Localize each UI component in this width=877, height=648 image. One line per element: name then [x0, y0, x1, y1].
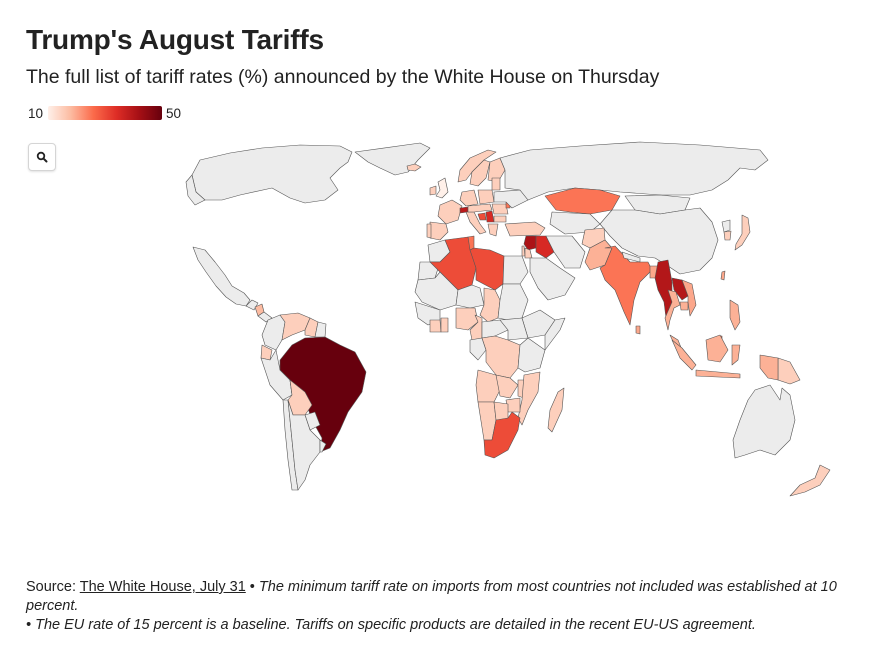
source-prefix: Source: — [26, 579, 80, 595]
country-israel[interactable]: Israel: 15% — [521, 245, 526, 257]
country-uk[interactable]: United Kingdom: 10% — [435, 177, 449, 199]
legend-gradient-bar — [48, 106, 163, 120]
legend-min-label: 10 — [28, 105, 44, 121]
country-madagascar[interactable]: Madagascar: 15% — [547, 387, 565, 433]
country-saudi-arabia[interactable] — [529, 257, 576, 301]
country-france[interactable]: European Union: 15% — [437, 199, 463, 225]
country-austria-hungary[interactable]: European Union: 15% — [467, 203, 493, 213]
country-philippines[interactable]: Philippines: 19% — [729, 299, 741, 331]
country-indonesia-java[interactable]: Indonesia: 19% — [695, 369, 741, 379]
country-japan[interactable]: Japan: 15% — [734, 214, 751, 251]
country-mexico[interactable] — [192, 246, 251, 307]
country-nigeria[interactable]: Nigeria: 15% — [455, 307, 479, 331]
country-finland[interactable]: European Union: 15% — [487, 157, 506, 183]
country-north-korea[interactable] — [721, 219, 731, 233]
search-icon — [36, 151, 48, 163]
country-iceland[interactable]: Iceland: 15% — [406, 163, 422, 172]
country-iran[interactable] — [545, 235, 586, 269]
country-greece[interactable]: European Union: 15% — [487, 223, 499, 237]
country-guyana[interactable]: Guyana: 15% — [304, 317, 319, 338]
country-sweden[interactable]: European Union: 15% — [469, 159, 491, 187]
country-east-africa[interactable] — [517, 337, 546, 373]
country-argentina[interactable] — [287, 399, 321, 491]
country-gabon-congo[interactable] — [469, 337, 487, 361]
country-cambodia[interactable]: Cambodia: 19% — [679, 301, 689, 311]
country-uruguay[interactable] — [319, 439, 327, 453]
country-russia[interactable] — [499, 141, 769, 201]
country-india[interactable]: India: 25% — [599, 245, 653, 326]
country-serbia[interactable]: Serbia: 35% — [485, 210, 495, 223]
country-papua-new-guinea[interactable]: Papua New Guinea: 15% — [777, 357, 801, 385]
country-chad[interactable]: Chad: 15% — [479, 287, 501, 323]
source-link[interactable]: The White House, July 31 — [79, 579, 246, 595]
note-eu-rate: • The EU rate of 15 percent is a baselin… — [26, 617, 756, 633]
country-portugal[interactable]: European Union: 15% — [426, 223, 432, 239]
country-indonesia-sumatra[interactable]: Indonesia: 19% — [671, 339, 697, 371]
country-bosnia[interactable]: Bosnia and Herzegovina: 30% — [477, 212, 487, 221]
country-egypt[interactable] — [502, 255, 529, 285]
country-australia[interactable] — [732, 384, 796, 459]
country-sri-lanka[interactable]: Sri Lanka: 20% — [635, 325, 641, 335]
country-ghana[interactable]: Ghana: 15% — [440, 317, 449, 333]
country-somalia[interactable] — [544, 317, 566, 351]
country-bulgaria[interactable]: European Union: 15% — [493, 215, 507, 223]
country-ireland[interactable]: European Union: 15% — [429, 185, 437, 196]
country-germany[interactable]: European Union: 15% — [459, 189, 479, 207]
country-indonesia-papua[interactable]: Indonesia: 19% — [759, 354, 779, 381]
chart-subtitle: The full list of tariff rates (%) announ… — [26, 66, 660, 88]
country-nepal[interactable] — [621, 251, 641, 263]
country-kazakhstan[interactable]: Kazakhstan: 25% — [544, 187, 621, 215]
country-thailand[interactable]: Thailand: 19% — [664, 289, 681, 331]
country-laos[interactable]: Laos: 40% — [671, 277, 689, 301]
legend-max-label: 50 — [166, 105, 182, 121]
country-romania[interactable]: European Union: 15% — [491, 203, 509, 215]
country-vietnam[interactable]: Vietnam: 20% — [681, 279, 697, 317]
country-car[interactable] — [481, 319, 509, 339]
country-greenland[interactable] — [354, 142, 431, 176]
chart-title: Trump's August Tariffs — [26, 24, 324, 55]
country-cote-divoire[interactable]: Cote d'Ivoire: 15% — [429, 319, 442, 333]
footer-notes: Source: The White House, July 31 • The m… — [26, 578, 866, 635]
world-map[interactable]: Iceland: 15% Nicaragua: 18% Venezuela: 1… — [0, 135, 877, 515]
country-mozambique[interactable]: Mozambique: 15% — [517, 371, 541, 426]
country-canada[interactable] — [191, 144, 353, 204]
country-spain[interactable]: European Union: 15% — [429, 221, 449, 241]
country-south-sudan[interactable] — [499, 317, 529, 341]
footer-line-2: • The EU rate of 15 percent is a baselin… — [26, 616, 866, 635]
footer-line-1: Source: The White House, July 31 • The m… — [26, 578, 866, 616]
country-indonesia-sulawesi[interactable]: Indonesia: 19% — [731, 344, 741, 366]
country-drc[interactable]: DR Congo: 15% — [481, 335, 521, 379]
country-zambia[interactable]: Zambia: 15% — [495, 374, 519, 399]
separator: • — [245, 579, 259, 595]
country-poland[interactable]: European Union: 15% — [477, 189, 495, 205]
country-sudan[interactable] — [497, 283, 529, 321]
country-syria[interactable]: Syria: 41% — [523, 235, 537, 251]
country-taiwan[interactable]: Taiwan: 20% — [720, 270, 726, 281]
search-button[interactable] — [28, 143, 56, 171]
country-alaska[interactable] — [185, 174, 206, 206]
country-indonesia-borneo[interactable]: Indonesia: 19% — [705, 334, 729, 363]
country-china[interactable] — [599, 207, 719, 275]
country-new-zealand[interactable]: New Zealand: 15% — [789, 464, 831, 497]
note-minimum-rate: The minimum tariff rate on imports from … — [26, 579, 837, 614]
country-venezuela[interactable]: Venezuela: 15% — [279, 312, 311, 341]
country-baltics[interactable]: European Union: 15% — [491, 177, 501, 191]
country-south-korea[interactable]: South Korea: 15% — [723, 230, 732, 241]
color-legend: 10 50 — [28, 105, 181, 121]
country-south-africa[interactable]: South Africa: 30% — [483, 411, 521, 459]
country-turkey[interactable]: Turkey: 15% — [504, 221, 546, 237]
